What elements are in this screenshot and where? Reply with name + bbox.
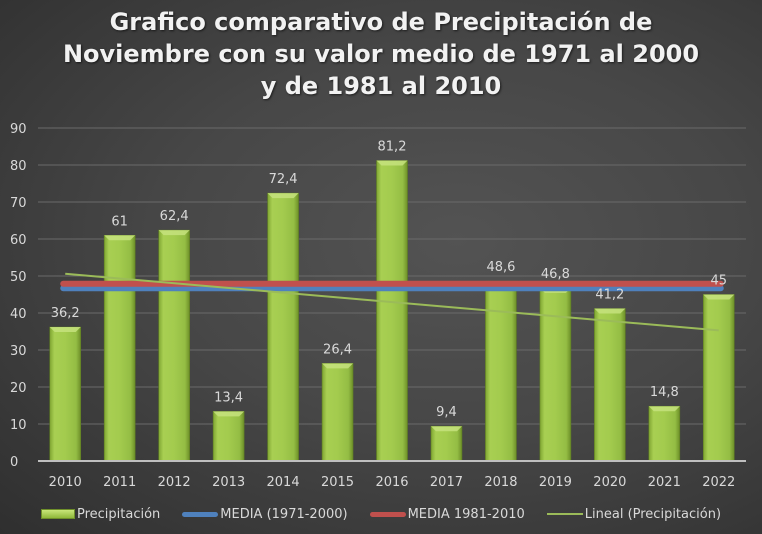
data-label: 9,4: [436, 405, 457, 420]
y-tick-label: 10: [10, 418, 27, 433]
x-tick-label: 2013: [212, 475, 245, 490]
data-label: 14,8: [650, 385, 679, 400]
bar-bevel: [104, 235, 136, 241]
bar: [267, 192, 299, 462]
data-label: 26,4: [323, 342, 352, 357]
bar: [430, 425, 463, 462]
legend-label: Lineal (Precipitación): [584, 506, 722, 522]
data-label: 13,4: [214, 390, 243, 405]
y-tick-label: 30: [10, 344, 27, 359]
data-label: 46,8: [541, 267, 570, 282]
x-tick-label: 2017: [430, 475, 463, 490]
bar: [103, 235, 136, 462]
x-tick-label: 2015: [321, 475, 354, 490]
bar-bevel: [430, 426, 462, 432]
x-tick-label: 2014: [267, 475, 300, 490]
data-label: 36,2: [51, 306, 80, 321]
legend-item-media-1971-2000: MEDIA (1971-2000): [182, 506, 348, 522]
bar: [594, 308, 626, 462]
bar: [158, 229, 190, 462]
bar-bevel: [158, 230, 190, 236]
x-tick-label: 2011: [103, 475, 136, 490]
x-tick-label: 2016: [375, 475, 408, 490]
trendline: [65, 272, 719, 332]
legend-item-media-1981-2010: MEDIA 1981-2010: [369, 506, 525, 522]
legend-swatch-line: [546, 513, 583, 515]
bar-bevel: [322, 363, 354, 369]
x-tick-label: 2021: [648, 475, 681, 490]
y-tick-label: 70: [10, 196, 27, 211]
bar-bevel: [267, 193, 299, 199]
x-tick-label: 2010: [49, 475, 82, 490]
y-tick-label: 0: [10, 455, 18, 470]
legend-swatch-line: [369, 511, 406, 517]
bar-bevel: [648, 406, 680, 412]
chart-title-line-3: y de 1981 al 2010: [260, 72, 502, 100]
data-label: 41,2: [595, 288, 624, 303]
bar: [539, 287, 572, 462]
chart-title-line-2: Noviembre con su valor medio de 1971 al …: [62, 40, 700, 68]
y-tick-label: 20: [10, 381, 27, 396]
legend-label: MEDIA 1981-2010: [407, 506, 525, 522]
y-tick-label: 60: [10, 233, 27, 248]
legend-label: Precipitación: [76, 506, 161, 522]
data-label: 81,2: [378, 140, 407, 155]
legend-swatch-bar: [40, 509, 75, 519]
data-label: 48,6: [486, 260, 515, 275]
data-label: 45: [710, 274, 727, 289]
y-tick-label: 80: [10, 159, 27, 174]
bar-bevel: [213, 411, 245, 417]
legend-label: MEDIA (1971-2000): [220, 506, 348, 522]
bar: [485, 280, 517, 462]
bar: [376, 160, 408, 462]
x-tick-label: 2020: [593, 475, 626, 490]
bar: [212, 411, 245, 462]
legend-item-lineal: Lineal (Precipitación): [546, 506, 722, 522]
legend-swatch-line: [182, 511, 219, 517]
bar-bevel: [376, 160, 408, 166]
x-tick-label: 2012: [158, 475, 191, 490]
data-label: 62,4: [160, 209, 189, 224]
chart-title-line-1: Grafico comparativo de Precipitación de: [109, 8, 653, 36]
chart-title: Grafico comparativo de Precipitación de …: [0, 6, 762, 102]
x-tick-label: 2022: [702, 475, 735, 490]
y-tick-label: 40: [10, 307, 27, 322]
bar-bevel: [703, 294, 735, 300]
x-tick-label: 2018: [484, 475, 517, 490]
bar: [648, 405, 681, 462]
bar: [49, 326, 82, 462]
y-tick-label: 50: [10, 270, 27, 285]
data-label: 72,4: [269, 172, 298, 187]
x-tick-label: 2019: [539, 475, 572, 490]
bar: [321, 363, 354, 462]
legend-item-precipitacion: Precipitación: [40, 506, 161, 522]
legend: Precipitación MEDIA (1971-2000) MEDIA 19…: [0, 503, 762, 525]
bar: [702, 294, 735, 462]
data-label: 61: [111, 214, 128, 229]
bar-bevel: [594, 308, 626, 314]
bar-bevel: [49, 327, 81, 333]
y-tick-label: 90: [10, 122, 27, 137]
